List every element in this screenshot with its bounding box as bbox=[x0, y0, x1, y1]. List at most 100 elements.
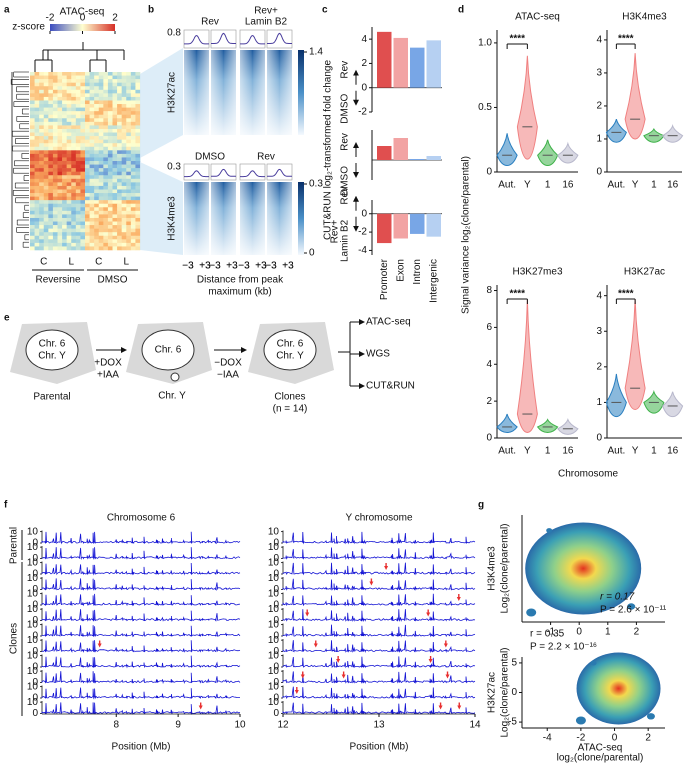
heatmap-cell bbox=[48, 185, 54, 190]
heatmap-cell bbox=[135, 93, 141, 98]
heatmap-cell bbox=[98, 121, 104, 126]
y-tick-label: 10 bbox=[268, 557, 280, 568]
heatmap-cell bbox=[89, 217, 95, 222]
heatmap-cell bbox=[85, 75, 90, 80]
heatmap-cell bbox=[34, 118, 40, 123]
heatmap-cell bbox=[62, 128, 67, 133]
heatmap-cell bbox=[121, 232, 127, 237]
heatmap-cell bbox=[66, 82, 72, 87]
profile-box bbox=[266, 163, 293, 181]
heatmap-cell bbox=[107, 171, 113, 176]
heatmap-cell bbox=[107, 86, 113, 91]
heatmap-cell bbox=[107, 182, 113, 187]
heatmap-cell bbox=[30, 207, 35, 212]
heatmap-cell bbox=[80, 232, 86, 237]
heatmap-cell bbox=[43, 200, 49, 205]
link-shade bbox=[140, 162, 183, 255]
heatmap-cell bbox=[89, 96, 95, 101]
violin bbox=[661, 124, 684, 143]
heatmap-cell bbox=[30, 89, 35, 94]
heatmap-cell bbox=[98, 217, 104, 222]
heatmap-cell bbox=[39, 136, 45, 140]
x-tick-label: -4 bbox=[543, 733, 552, 744]
heatmap-cell bbox=[135, 104, 141, 108]
heatmap-cell bbox=[112, 228, 118, 233]
heatmap-cell bbox=[126, 228, 132, 233]
heatmap-cell bbox=[52, 111, 58, 116]
heatmap-cell bbox=[52, 121, 58, 126]
heatmap-cell bbox=[66, 100, 72, 105]
heatmap-cell bbox=[48, 150, 54, 155]
heatmap-cell bbox=[126, 185, 132, 190]
heatmap-cell bbox=[66, 157, 72, 162]
heatmap-cell bbox=[75, 217, 81, 222]
heatmap-cell bbox=[103, 189, 109, 194]
heatmap-cell bbox=[121, 136, 127, 140]
heatmap-cell bbox=[112, 104, 118, 108]
heatmap-cell bbox=[130, 207, 136, 212]
y-tick-label: 0 bbox=[273, 569, 279, 580]
violin bbox=[605, 373, 627, 418]
heatmap-cell bbox=[62, 150, 67, 155]
heatmap-cell bbox=[30, 96, 35, 101]
heatmap-cell bbox=[48, 196, 54, 201]
heatmap-cell bbox=[80, 89, 86, 94]
heatmap-cell bbox=[94, 207, 100, 212]
heatmap-cell bbox=[85, 89, 90, 94]
heatmap-cell bbox=[126, 225, 132, 229]
heatmap-cell bbox=[107, 235, 113, 240]
heatmap-cell bbox=[98, 157, 104, 162]
heatmap-cell bbox=[85, 200, 90, 205]
heatmap-cell bbox=[75, 189, 81, 194]
heatmap-cell bbox=[71, 217, 77, 222]
heatmap-cell bbox=[75, 185, 81, 190]
heatmap-cell bbox=[71, 178, 77, 183]
heatmap-cell bbox=[94, 225, 100, 229]
heatmap-cell bbox=[62, 121, 67, 126]
heatmap-cell bbox=[75, 128, 81, 133]
panel-letter: b bbox=[148, 5, 154, 16]
heatmap-cell bbox=[98, 207, 104, 212]
output-label: WGS bbox=[366, 349, 390, 360]
heatmap-cell bbox=[52, 221, 58, 226]
heatmap-cell bbox=[121, 79, 127, 83]
heatmap-cell bbox=[71, 100, 77, 105]
heatmap-cell bbox=[52, 153, 58, 158]
heatmap-cell bbox=[94, 114, 100, 119]
x-axis-label: log₂(clone/parental) bbox=[557, 753, 644, 763]
heatmap-cell bbox=[43, 75, 49, 80]
heatmap-cell bbox=[43, 210, 49, 215]
heatmap-cell bbox=[34, 86, 40, 91]
heatmap-cell bbox=[62, 96, 67, 101]
heatmap-cell bbox=[48, 164, 54, 169]
y-tick-label: 10 bbox=[268, 697, 280, 708]
heatmap-cell bbox=[85, 232, 90, 237]
heatmap-cell bbox=[75, 82, 81, 87]
heatmap-cell bbox=[89, 72, 95, 76]
heatmap-cell bbox=[62, 228, 67, 233]
heatmap-cell bbox=[71, 93, 77, 98]
heatmap-cell bbox=[89, 86, 95, 91]
y-tick-label: 0 bbox=[32, 600, 38, 611]
heatmap-cell bbox=[112, 75, 118, 80]
heatmap-cell bbox=[98, 111, 104, 116]
heatmap-cell bbox=[89, 235, 95, 240]
heatmap-cell bbox=[66, 143, 72, 148]
heatmap-cell bbox=[39, 232, 45, 237]
heatmap-cell bbox=[126, 175, 132, 180]
bar bbox=[410, 47, 425, 88]
heatmap-cell bbox=[126, 128, 132, 133]
heatmap-cell bbox=[71, 146, 77, 151]
heatmap-cell bbox=[48, 104, 54, 108]
heatmap-cell bbox=[130, 86, 136, 91]
heatmap-cell bbox=[98, 143, 104, 148]
heatmap-cell bbox=[75, 178, 81, 183]
heatmap-cell bbox=[85, 143, 90, 148]
heatmap-cell bbox=[71, 164, 77, 169]
heatmap-cell bbox=[117, 178, 122, 183]
variant-arrow bbox=[336, 656, 341, 663]
y-tick-label: 0 bbox=[273, 693, 279, 704]
heatmap-cell bbox=[39, 161, 45, 165]
heatmap-cell bbox=[30, 164, 35, 169]
y-tick-label: 0 bbox=[273, 708, 279, 719]
